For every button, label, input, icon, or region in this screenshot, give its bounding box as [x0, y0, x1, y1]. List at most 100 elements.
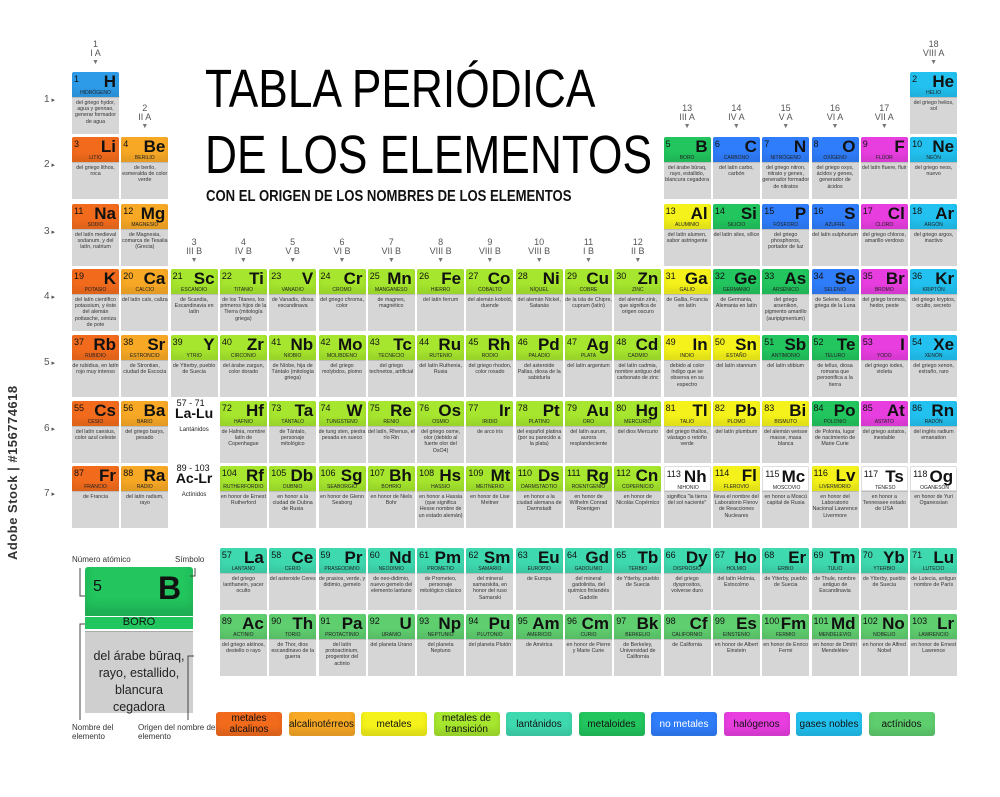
element-cell[interactable]: 8 O OXÍGENO del griego oxys, ácidos y genes… [811, 137, 859, 199]
element-cell[interactable]: 39 Y YTRIO de Ytterby, pueblo de Suecia [170, 335, 218, 397]
element-cell[interactable]: 7 N NITRÓGENO del griego nitron, nitrato y … [762, 137, 810, 199]
element-cell[interactable]: 116 Lv LIVERMORIO en honor del Laboratorio … [811, 466, 859, 528]
element-cell[interactable]: 62 Sm SAMARIO del mineral samarskita, en ho… [466, 548, 514, 610]
element-cell[interactable]: 100 Fm FERMIO en honor de Enrico Fermi [762, 614, 810, 676]
element-cell[interactable]: 17 Cl CLORO del griego chloros, amarillo ve… [860, 204, 908, 266]
element-cell[interactable]: 81 Tl TALIO del griego thallos, vástago o r… [663, 401, 711, 463]
element-cell[interactable]: 30 Zn ZINC del alemán zink, que significa d… [614, 269, 662, 331]
element-cell[interactable]: 36 Kr KRIPTÓN del griego kryptos, oculto, s… [910, 269, 958, 331]
element-cell[interactable]: 18 Ar ARGÓN del griego argos, inactivo [910, 204, 958, 266]
element-cell[interactable]: 103 Lr LAWRENCIO en honor de Ernest Lawrenc… [910, 614, 958, 676]
element-cell[interactable]: 54 Xe XENÓN del griego xenon, extraño, raro [910, 335, 958, 397]
element-cell[interactable]: 71 Lu LUTECIO de Lutecia, antiguo nombre de… [910, 548, 958, 610]
element-cell[interactable]: 90 Th TORIO de Thor, dios escandinavo de la… [269, 614, 317, 676]
element-cell[interactable]: 11 Na SODIO del latín medieval sodanum, y d… [72, 204, 119, 266]
element-cell[interactable]: 74 W TUNGSTENO de tung sten, piedra pesada … [318, 401, 366, 463]
element-cell[interactable]: 85 At ASTATO del griego astatos, inestable [860, 401, 908, 463]
element-cell[interactable]: 96 Cm CURIO en honor de Pierre y Marie Curi… [565, 614, 612, 676]
element-cell[interactable]: 9 F FLÚOR del latín fluere, fluir [860, 137, 908, 199]
element-cell[interactable]: 48 Cd CADMIO del latín cadmia, nombre antig… [614, 335, 662, 397]
element-cell[interactable]: 61 Pm PROMETIO de Prometeo, personaje mitol… [417, 548, 465, 610]
element-cell[interactable]: 6 C CARBONO del latín carbo, carbón [712, 137, 760, 199]
element-cell[interactable]: 40 Zr CIRCONIO del árabe zargun, color dora… [219, 335, 267, 397]
element-cell[interactable]: 22 Ti TITANIO de los Titanes, los primeros … [219, 269, 267, 331]
element-cell[interactable]: 43 Tc TECNECIO del griego technetos, artifi… [367, 335, 415, 397]
element-cell[interactable]: 75 Re RENIO del latín, Rhenus, el río Rin [367, 401, 415, 463]
element-cell[interactable]: 94 Pu PLUTONIO del planeta Plutón [466, 614, 514, 676]
element-cell[interactable]: 37 Rb RUBIDIO de rubidius, en latín rojo mu… [72, 335, 119, 397]
element-cell[interactable]: 60 Nd NEODIMIO de neo-didimio, nuevo gemelo… [367, 548, 415, 610]
element-cell[interactable]: 46 Pd PALADIO del asteroide Pallas, diosa d… [515, 335, 563, 397]
element-cell[interactable]: 58 Ce CERIO del asteroide Ceres [269, 548, 317, 610]
element-cell[interactable]: 27 Co COBALTO del alemán kobold, duende [466, 269, 514, 331]
element-cell[interactable]: 91 Pa PROTACTINIO del latín protoactinium, … [318, 614, 366, 676]
element-cell[interactable]: 68 Er ERBIO de Ytterby, pueblo de Suecia [762, 548, 810, 610]
element-cell[interactable]: 56 Ba BARIO del griego barys, pesado [121, 401, 169, 463]
element-cell[interactable]: 72 Hf HAFNIO de Hafnia, nombre latín de Cop… [219, 401, 267, 463]
element-cell[interactable]: 14 Si SILICIO del latín silex, sílice [712, 204, 760, 266]
element-cell[interactable]: 108 Hs HASSIO en honor a Hassia (que signif… [417, 466, 465, 528]
element-cell[interactable]: 44 Ru RUTENIO del latín Ruthenia, Rusia [417, 335, 465, 397]
element-cell[interactable]: 98 Cf CALIFORNIO de California [663, 614, 711, 676]
element-cell[interactable]: 16 S AZUFRE del latín sulphurium [811, 204, 859, 266]
element-cell[interactable]: 52 Te TELURO de tellus, diosa romana que pe… [811, 335, 859, 397]
element-cell[interactable]: 51 Sb ANTIMONIO del latín stibium [762, 335, 810, 397]
element-cell[interactable]: 38 Sr ESTRONCIO de Strontian, ciudad de Esc… [121, 335, 169, 397]
element-cell[interactable]: 113 Nh NIHONIO significa "la tierra del sol… [663, 466, 711, 528]
element-cell[interactable]: 78 Pt PLATINO del español platina (por su p… [515, 401, 563, 463]
element-cell[interactable]: 77 Ir IRIDIO de arco iris [466, 401, 514, 463]
element-cell[interactable]: 104 Rf RUTHERFORDIO en honor de Ernest Ruth… [219, 466, 267, 528]
element-cell[interactable]: 80 Hg MERCURIO del dios Mercurio [614, 401, 662, 463]
element-cell[interactable]: 41 Nb NIOBIO de Níobe, hija de Tántalo (mit… [269, 335, 317, 397]
element-cell[interactable]: 107 Bh BOHRIO en honor de Niels Bohr [367, 466, 415, 528]
element-cell[interactable]: 34 Se SELENIO de Selene, diosa griega de la… [811, 269, 859, 331]
element-cell[interactable]: 23 V VANADIO de Vanadis, diosa escandinava [269, 269, 317, 331]
element-cell[interactable]: 1 H HIDRÓGENO del griego hydor, agua y genn… [72, 72, 119, 134]
element-cell[interactable]: 63 Eu EUROPIO de Europa [515, 548, 563, 610]
element-cell[interactable]: 5 B BORO del árabe būraq, rayo, estallido, … [663, 137, 711, 199]
element-cell[interactable]: 21 Sc ESCANDIO de Scandia, Escandinavia en … [170, 269, 218, 331]
element-cell[interactable]: 35 Br BROMO del griego bromos, hedor, peste [860, 269, 908, 331]
element-cell[interactable]: 2 He HELIO del griego helios, sol [910, 72, 958, 134]
element-cell[interactable]: 25 Mn MANGANESO de magnes, magnético [367, 269, 415, 331]
element-cell[interactable]: 33 As ARSÉNICO del griego arsenikon, pigmen… [762, 269, 810, 331]
element-cell[interactable]: 109 Mt MEITNERIO en honor de Lise Meitner [466, 466, 514, 528]
element-cell[interactable]: 69 Tm TULIO de Thule, nombre antiguo de Esc… [811, 548, 859, 610]
element-cell[interactable]: 20 Ca CALCIO del latín calx, caliza [121, 269, 169, 331]
element-cell[interactable]: 28 Ni NÍQUEL del alemán Nickel, Satanás [515, 269, 563, 331]
element-cell[interactable]: 112 Cn COPERNICIO en honor de Nicolás Copér… [614, 466, 662, 528]
element-cell[interactable]: 66 Dy DISPROSIO del griego dysprositos, vol… [663, 548, 711, 610]
element-cell[interactable]: 114 Fl FLEROVIO lleva el nombre del Laborat… [712, 466, 760, 528]
element-cell[interactable]: 64 Gd GADOLINIO del mineral gadolinita, del… [565, 548, 612, 610]
element-cell[interactable]: 101 Md MENDELEVIO en honor de Dmitri Mendel… [811, 614, 859, 676]
element-cell[interactable]: 50 Sn ESTAÑO del latín stannum [712, 335, 760, 397]
element-cell[interactable]: 67 Ho HOLMIO del latín Holmia, Estocolmo [712, 548, 760, 610]
element-cell[interactable]: 15 P FÓSFORO del griego phosphoros, portado… [762, 204, 810, 266]
element-cell[interactable]: 105 Db DUBNIO en honor a la ciudad de Dubna… [269, 466, 317, 528]
element-cell[interactable]: 31 Ga GALIO de Gallia, Francia en latín [663, 269, 711, 331]
element-cell[interactable]: 4 Be BERILIO de berilo, esmeralda de color … [121, 137, 169, 199]
element-cell[interactable]: 70 Yb YTERBIO de Ytterby, pueblo de Suecia [860, 548, 908, 610]
element-cell[interactable]: 83 Bi BISMUTO del alemán weisse masse, masa… [762, 401, 810, 463]
element-cell[interactable]: 110 Ds DARMSTADTIO en honor a la ciudad ale… [515, 466, 563, 528]
element-cell[interactable]: 19 K POTASIO del latín científico potassium… [72, 269, 119, 331]
element-cell[interactable]: 47 Ag PLATA del latín argentum [565, 335, 612, 397]
element-cell[interactable]: 111 Rg ROENTGENIO en honor de Wilhelm Conra… [565, 466, 612, 528]
element-cell[interactable]: 92 U URANIO del planeta Urano [367, 614, 415, 676]
element-cell[interactable]: 32 Ge GERMANIO de Germania, Alemania en lat… [712, 269, 760, 331]
element-cell[interactable]: 89 Ac ACTINIO del griego aktinos, destello … [219, 614, 267, 676]
element-cell[interactable]: 13 Al ALUMINIO del latín alumen, sabor astr… [663, 204, 711, 266]
element-cell[interactable]: 95 Am AMERICIO de América [515, 614, 563, 676]
element-cell[interactable]: 86 Rn RADÓN del inglés radium emanation [910, 401, 958, 463]
element-cell[interactable]: 24 Cr CROMO del griego chroma, color [318, 269, 366, 331]
element-cell[interactable]: 88 Ra RADIO del latín radium, rayo [121, 466, 169, 528]
element-cell[interactable]: 42 Mo MOLIBDENO del griego molybdos, plomo [318, 335, 366, 397]
element-cell[interactable]: 115 Mc MOSCOVIO en honor a Moscú capital de… [762, 466, 810, 528]
element-cell[interactable]: 117 Ts TÉNESO en honor a Tennessee estado d… [860, 466, 908, 528]
element-cell[interactable]: 26 Fe HIERRO del latín ferrum [417, 269, 465, 331]
element-cell[interactable]: 99 Es EINSTENIO en honor de Albert Einstein [712, 614, 760, 676]
element-cell[interactable]: 87 Fr FRANCIO de Francia [72, 466, 119, 528]
element-cell[interactable]: 97 Bk BERKELIO de Berkeley, Universidad de … [614, 614, 662, 676]
element-cell[interactable]: 106 Sg SEABORGIO en honor de Glenn Seaborg [318, 466, 366, 528]
element-cell[interactable]: 12 Mg MAGNESIO de Magnesia, comarca de Tesa… [121, 204, 169, 266]
